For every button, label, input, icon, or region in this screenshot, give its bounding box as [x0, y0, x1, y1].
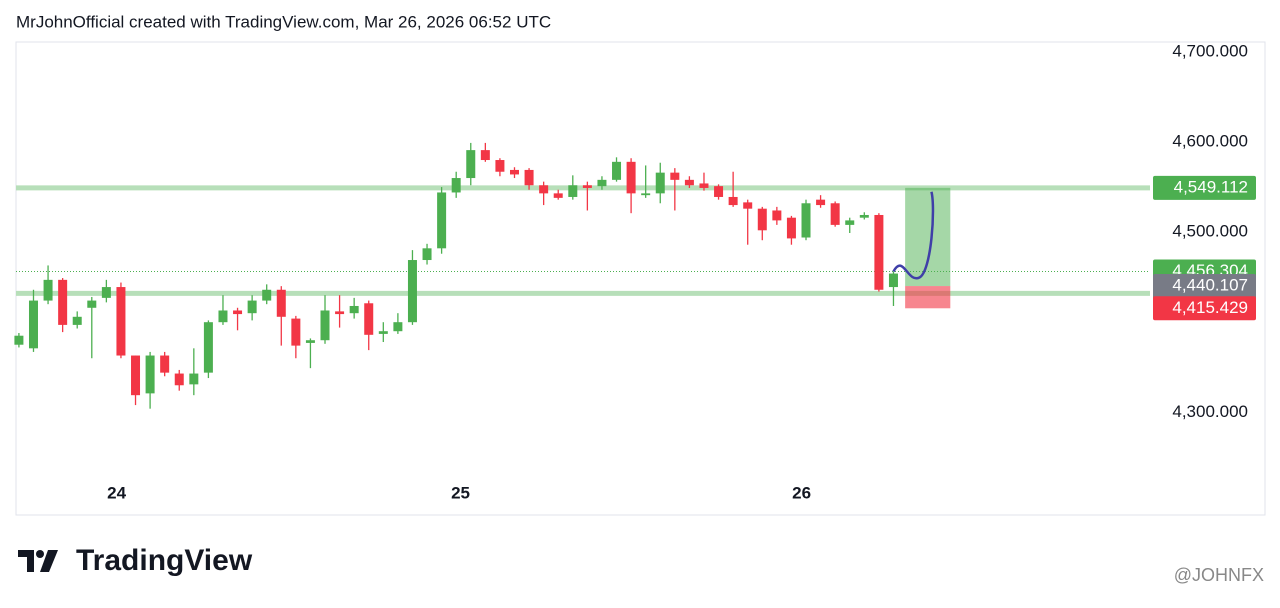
projection-curve — [892, 191, 935, 280]
candle-body — [349, 305, 359, 314]
price-label: 4,549.112 — [1174, 177, 1248, 196]
candle-body — [305, 340, 315, 343]
candle-body — [859, 214, 869, 218]
candle-body — [772, 210, 782, 221]
candle-body — [276, 289, 286, 317]
candle-body — [466, 150, 476, 179]
candle-body — [145, 355, 155, 394]
candle-body — [407, 260, 417, 323]
candle-body — [28, 300, 38, 349]
y-tick-label: 4,700.000 — [1172, 41, 1248, 60]
candle-body — [364, 303, 374, 335]
candle-body — [612, 161, 622, 180]
candle-body — [699, 183, 709, 188]
y-tick-label: 4,300.000 — [1172, 402, 1248, 421]
candle-body — [189, 373, 199, 385]
candle-body — [422, 248, 432, 261]
x-tick-label: 25 — [451, 483, 470, 502]
candle-body — [291, 318, 301, 346]
candle-body — [757, 208, 767, 231]
candle-body — [320, 310, 330, 341]
candle-body — [480, 150, 490, 161]
brand-logo — [18, 550, 58, 572]
y-tick-label: 4,500.000 — [1172, 222, 1248, 241]
candle-body — [509, 169, 519, 175]
candle-body — [684, 179, 694, 186]
candle-body — [786, 217, 796, 239]
candle-body — [218, 310, 228, 323]
candle-body — [655, 172, 665, 194]
candle-body — [87, 300, 97, 308]
candle-body — [174, 373, 184, 386]
candle-body — [335, 311, 345, 315]
candle-body — [888, 273, 898, 288]
chart-title: MrJohnOfficial created with TradingView.… — [16, 12, 551, 31]
candle-body — [874, 214, 884, 290]
candle-body — [393, 322, 403, 332]
y-tick-label: 4,600.000 — [1172, 131, 1248, 150]
candle-body — [58, 279, 68, 325]
candle-body — [728, 196, 738, 206]
candle-body — [101, 287, 111, 298]
candle-body — [116, 287, 126, 356]
candle-body — [801, 203, 811, 238]
candle-body — [582, 185, 592, 188]
candle-body — [626, 161, 636, 194]
candle-body — [451, 178, 461, 193]
candle-body — [495, 160, 505, 172]
candle-body — [539, 185, 549, 194]
candle-body — [437, 192, 447, 249]
candle-body — [14, 335, 24, 345]
candle-body — [553, 193, 563, 198]
candle-body — [641, 193, 651, 196]
candle-body — [524, 169, 534, 186]
position-stop-zone — [905, 286, 951, 309]
candle-body — [203, 322, 213, 373]
price-label-box — [1153, 274, 1256, 299]
position-target-zone — [905, 187, 951, 287]
candle-body — [72, 316, 82, 325]
x-tick-label: 26 — [792, 483, 811, 502]
candle-body — [568, 185, 578, 197]
candle-body — [845, 220, 855, 225]
price-label-box — [1153, 296, 1256, 321]
candle-body — [160, 355, 170, 373]
brand-name: TradingView — [76, 544, 253, 577]
candle-body — [262, 289, 272, 301]
candle-body — [830, 203, 840, 225]
candle-body — [233, 310, 243, 315]
plot-border — [15, 41, 1266, 516]
watermark: @JOHNFX — [1174, 565, 1264, 585]
candle-body — [247, 300, 257, 314]
price-label: 4,440.107 — [1172, 276, 1248, 295]
candle-body — [816, 199, 826, 206]
candle-body — [131, 355, 141, 396]
candle-body — [714, 186, 724, 197]
price-label-box — [1153, 175, 1256, 200]
x-tick-label: 24 — [107, 483, 126, 502]
candle-body — [43, 279, 53, 301]
candle-body — [597, 179, 607, 187]
candle-body — [670, 172, 680, 180]
candle-body — [743, 202, 753, 209]
price-label: 4,415.429 — [1172, 298, 1248, 317]
candle-body — [378, 331, 388, 334]
